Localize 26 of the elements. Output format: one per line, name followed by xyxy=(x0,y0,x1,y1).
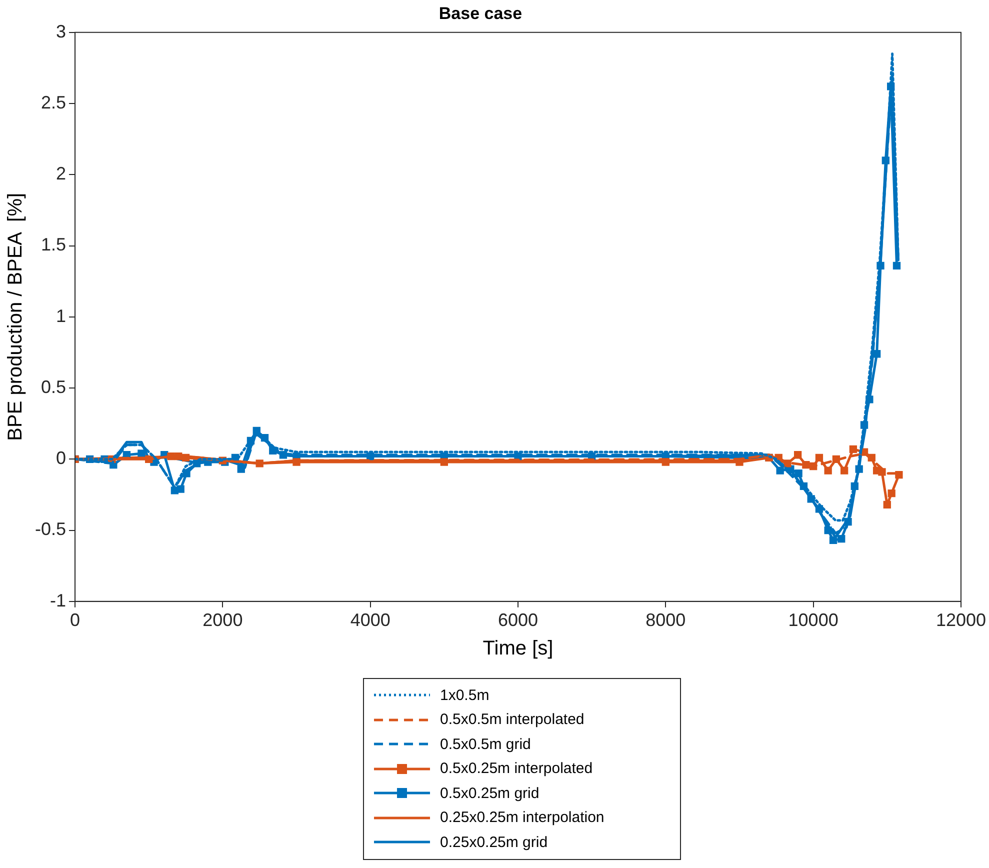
legend-label: 0.5x0.5m grid xyxy=(440,736,531,753)
y-tick-label: -0.5 xyxy=(34,519,66,540)
chart-title: Base case xyxy=(438,4,522,23)
y-tick-label: 3 xyxy=(56,21,66,42)
x-tick-label: 2000 xyxy=(202,610,243,630)
legend-label: 1x0.5m xyxy=(440,686,490,704)
x-tick-label: 4000 xyxy=(350,610,390,630)
legend-label: 0.5x0.5m interpolated xyxy=(440,711,584,728)
x-tick-label: 8000 xyxy=(646,610,686,630)
y-tick-label: 2.5 xyxy=(40,92,66,112)
y-tick-label: 1 xyxy=(56,306,66,326)
y-tick-label: 0.5 xyxy=(40,376,66,397)
legend-label: 0.5x0.25m grid xyxy=(440,784,540,802)
x-tick-label: 12000 xyxy=(936,610,986,630)
y-tick-label: 2 xyxy=(56,164,66,184)
x-axis-title: Time [s] xyxy=(482,638,554,660)
y-axis-title: BPE production / BPEA [%] xyxy=(4,192,27,441)
y-tick-label: -1 xyxy=(50,590,66,610)
legend-label: 0.25x0.25m grid xyxy=(440,834,548,851)
x-tick-label: 0 xyxy=(70,610,80,630)
y-tick-label: 1.5 xyxy=(40,234,66,255)
legend-label: 0.25x0.25m interpolation xyxy=(440,809,604,826)
legend-label: 0.5x0.25m interpolated xyxy=(440,760,593,778)
x-tick-label: 10000 xyxy=(788,610,838,630)
y-tick-label: 0 xyxy=(56,448,66,468)
x-tick-label: 6000 xyxy=(498,610,538,630)
